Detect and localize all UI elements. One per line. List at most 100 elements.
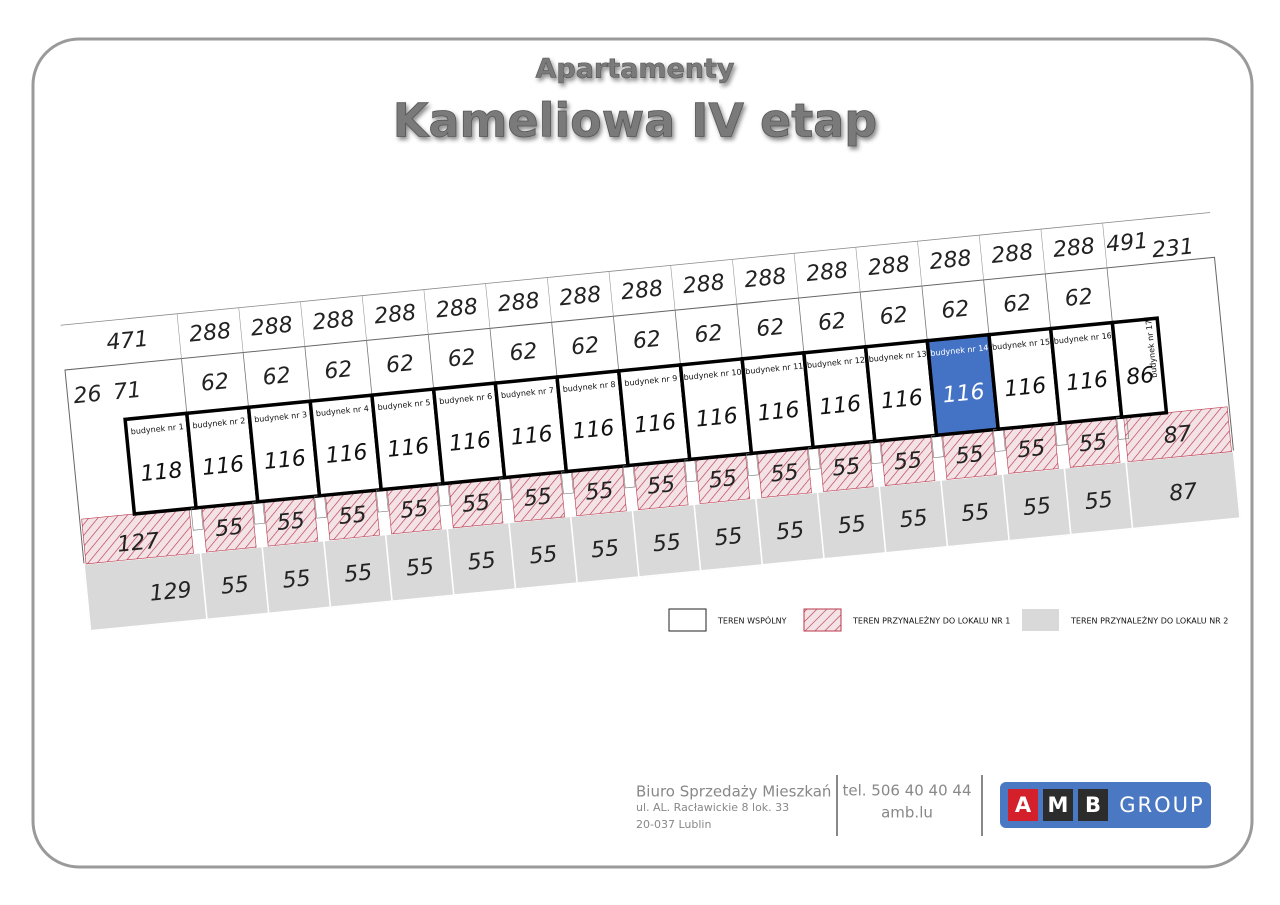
yard-area: 62 (693, 321, 723, 349)
plot-area: 471 (105, 327, 149, 356)
plot-divider (855, 247, 861, 293)
yard-divider (674, 310, 681, 365)
yard-divider (859, 291, 866, 347)
yard-divider (242, 352, 249, 408)
building-area: 116 (201, 452, 245, 481)
lot-2-area: 55 (898, 506, 928, 534)
logo-box (1008, 789, 1038, 821)
lot-2-area: 55 (467, 548, 497, 576)
plot-divider (1102, 223, 1108, 268)
lot-2-area: 55 (405, 554, 435, 582)
lot-1-area: 55 (769, 460, 799, 488)
building-area: 116 (386, 434, 430, 463)
title: Kameliowa IV etap (393, 94, 877, 148)
lot-2-area: 55 (590, 536, 620, 564)
plot-area: 288 (1052, 234, 1096, 263)
web: amb.lu (881, 804, 933, 822)
plot-area: 288 (620, 276, 664, 305)
building-area: 116 (1065, 367, 1109, 396)
lot-1-area: 55 (1078, 430, 1108, 458)
lot-1-area: 55 (523, 484, 553, 512)
legend-label: TEREN PRZYNALEŻNY DO LOKALU NR 1 (852, 616, 1010, 626)
phone: tel. 506 40 40 44 (842, 782, 971, 800)
plot-divider (485, 283, 491, 329)
legend-swatch (803, 608, 842, 632)
lot-2-area: 55 (528, 542, 558, 570)
yard-area: 62 (570, 333, 600, 361)
lot-1-area: 55 (831, 454, 861, 482)
plot-area: 288 (928, 246, 972, 275)
subtitle: Apartamenty (535, 54, 734, 85)
plot-area: 288 (435, 294, 479, 323)
lot-2-area: 55 (652, 530, 682, 558)
plot-divider (670, 265, 676, 311)
plot-area: 288 (188, 319, 232, 348)
yard-area: 231 (1151, 234, 1195, 263)
yard-area: 62 (1064, 284, 1094, 312)
plot-divider (238, 307, 244, 353)
plot-area: 288 (867, 252, 911, 281)
yard-area: 71 (112, 378, 142, 406)
plot-divider (917, 241, 923, 287)
lot-1-area: 55 (584, 478, 614, 506)
legend-label: TEREN WSPÓLNY (717, 615, 787, 626)
logo-word: GROUP (1119, 793, 1204, 817)
footer: Biuro Sprzedaży Mieszkań ul. AL. Racławi… (636, 775, 1211, 836)
lot-2-area: 55 (960, 500, 990, 528)
building-area: 116 (263, 446, 307, 475)
building-area: 118 (139, 458, 183, 487)
lot-2-area: 55 (281, 566, 311, 594)
lot-1-area: 55 (646, 472, 676, 500)
plot-divider (546, 277, 552, 323)
building-area: 116 (880, 385, 924, 414)
address: ul. AL. Racławickie 8 lok. 33 (636, 801, 789, 814)
plot-line (60, 212, 1211, 326)
building-area: 116 (695, 404, 739, 433)
building-area: 116 (1003, 373, 1047, 402)
lot-1-area: 55 (337, 502, 367, 530)
city: 20-037 Lublin (636, 818, 711, 831)
plot-area: 288 (805, 258, 849, 287)
logo-letter: A (1015, 793, 1032, 817)
plot-divider (608, 271, 614, 317)
lot-1-area: 55 (1016, 436, 1046, 464)
plot-area: 288 (250, 313, 294, 342)
legend-swatch (668, 608, 707, 632)
plot-area: 288 (373, 301, 417, 330)
plot-divider (176, 313, 182, 359)
lot-2-area: 55 (1084, 487, 1114, 515)
building-area: 86 (1125, 363, 1155, 391)
yard-area: 62 (385, 351, 415, 379)
logo-letter: B (1085, 793, 1101, 817)
yard-area: 62 (817, 309, 847, 337)
lot-1-area: 127 (116, 529, 160, 558)
building (1110, 316, 1169, 420)
yard-area: 62 (262, 363, 292, 391)
lot-1-area: 55 (461, 490, 491, 518)
yard-divider (983, 279, 990, 335)
lot-2-area: 129 (149, 578, 193, 607)
building-area: 116 (448, 428, 492, 457)
legend-label: TEREN PRZYNALEŻNY DO LOKALU NR 2 (1070, 616, 1228, 626)
plot-area: 288 (558, 282, 602, 311)
lot-1-area: 55 (399, 496, 429, 524)
yard-divider (304, 346, 311, 402)
plot-divider (1040, 229, 1046, 274)
lot-1 (1123, 406, 1232, 463)
logo-box (1043, 789, 1073, 821)
yard-area: 62 (940, 297, 970, 325)
plot-divider (361, 295, 367, 341)
lot-1-area: 55 (708, 466, 738, 494)
logo-box (1078, 789, 1108, 821)
lot-2-area: 55 (837, 512, 867, 540)
yard-area: 62 (632, 327, 662, 355)
yard-area: 62 (323, 357, 353, 385)
yard-divider (427, 334, 435, 390)
building-area: 116 (818, 392, 862, 421)
yard-divider (921, 285, 928, 341)
plot-divider (300, 301, 306, 347)
yard-divider (366, 340, 373, 396)
lot-1-area: 55 (214, 514, 244, 542)
